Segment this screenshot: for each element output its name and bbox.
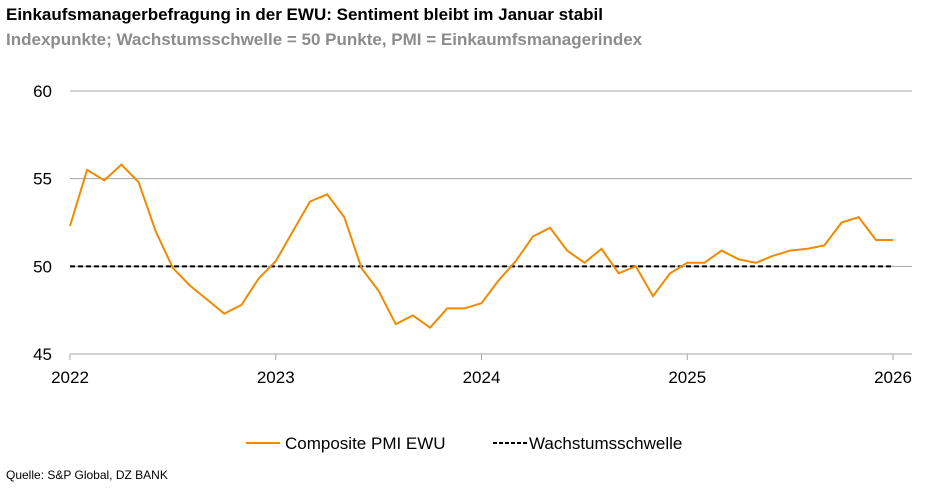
x-tick-label: 2024 [463,368,501,387]
y-tick-label: 60 [33,82,52,101]
legend-label-wachstumsschwelle: Wachstumsschwelle [529,434,682,453]
series-line-composite-pmi-ewu [69,163,893,330]
y-tick-label: 55 [33,170,52,189]
chart-title: Einkaufsmanagerbefragung in der EWU: Sen… [6,5,603,24]
x-tick-label: 2022 [51,368,89,387]
x-tick-label: 2025 [668,368,706,387]
x-tick-label: 2026 [874,368,912,387]
y-tick-label: 50 [33,257,52,276]
legend-label-composite-pmi: Composite PMI EWU [285,434,446,453]
chart-subtitle: Indexpunkte; Wachstumsschwelle = 50 Punk… [6,30,643,49]
x-tick-label: 2023 [257,368,295,387]
y-tick-label: 45 [33,345,52,364]
source-note: Quelle: S&P Global, DZ BANK [6,468,168,482]
